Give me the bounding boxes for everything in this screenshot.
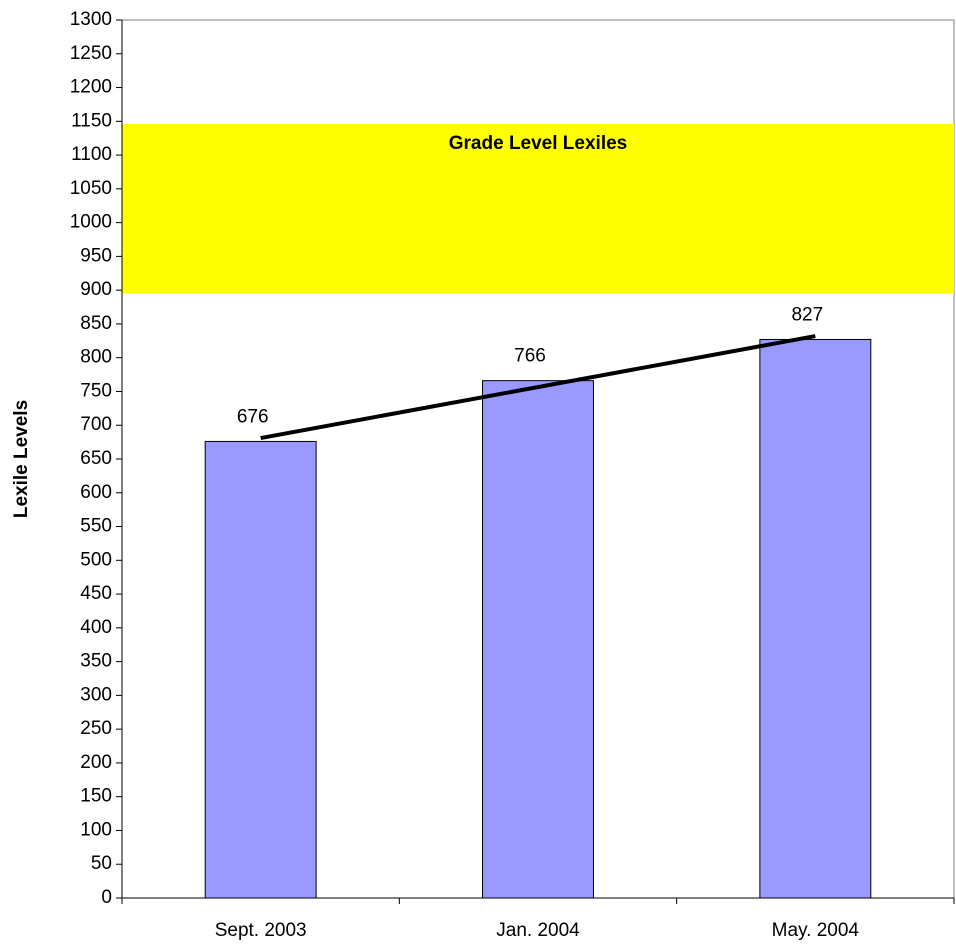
y-tick-label: 500 [80, 549, 112, 570]
bar [482, 380, 594, 899]
y-tick-label: 1300 [70, 9, 112, 30]
y-tick-label: 1150 [71, 110, 112, 131]
y-tick-label: 0 [101, 887, 112, 908]
y-tick-label: 1000 [70, 212, 112, 233]
y-tick-label: 200 [80, 752, 112, 773]
y-tick-label: 50 [91, 853, 112, 874]
y-tick-label: 650 [80, 448, 112, 469]
y-tick-label: 150 [80, 786, 112, 807]
y-tick-label: 350 [80, 651, 112, 672]
y-tick-label: 1200 [70, 77, 112, 98]
y-tick-label: 950 [80, 245, 112, 266]
y-tick-label: 700 [80, 414, 112, 435]
data-label: 827 [791, 304, 823, 325]
y-tick-label: 900 [80, 279, 112, 300]
y-axis-label: Lexile Levels [11, 400, 32, 518]
y-tick-label: 1050 [70, 178, 112, 199]
bar [759, 338, 872, 899]
y-tick-label: 600 [80, 482, 112, 503]
y-tick-label: 800 [80, 347, 112, 368]
y-tick-label: 100 [80, 819, 112, 840]
y-tick-label: 750 [80, 380, 112, 401]
y-tick-label: 400 [80, 617, 112, 638]
y-tick-label: 1100 [71, 144, 112, 165]
x-tick-label: May. 2004 [772, 920, 860, 941]
y-tick-label: 250 [80, 718, 112, 739]
x-tick-label: Jan. 2004 [496, 920, 580, 941]
band-label: Grade Level Lexiles [449, 133, 628, 154]
y-tick-label: 550 [80, 516, 112, 537]
bar [204, 440, 317, 899]
data-label: 676 [237, 406, 269, 427]
y-tick-label: 450 [80, 583, 112, 604]
data-label: 766 [514, 346, 546, 367]
y-tick-label: 850 [80, 313, 112, 334]
y-tick-label: 1250 [70, 43, 112, 64]
grade-band [122, 124, 954, 294]
y-tick-label: 300 [80, 684, 112, 705]
x-tick-label: Sept. 2003 [215, 920, 307, 941]
trend-line [260, 334, 816, 441]
